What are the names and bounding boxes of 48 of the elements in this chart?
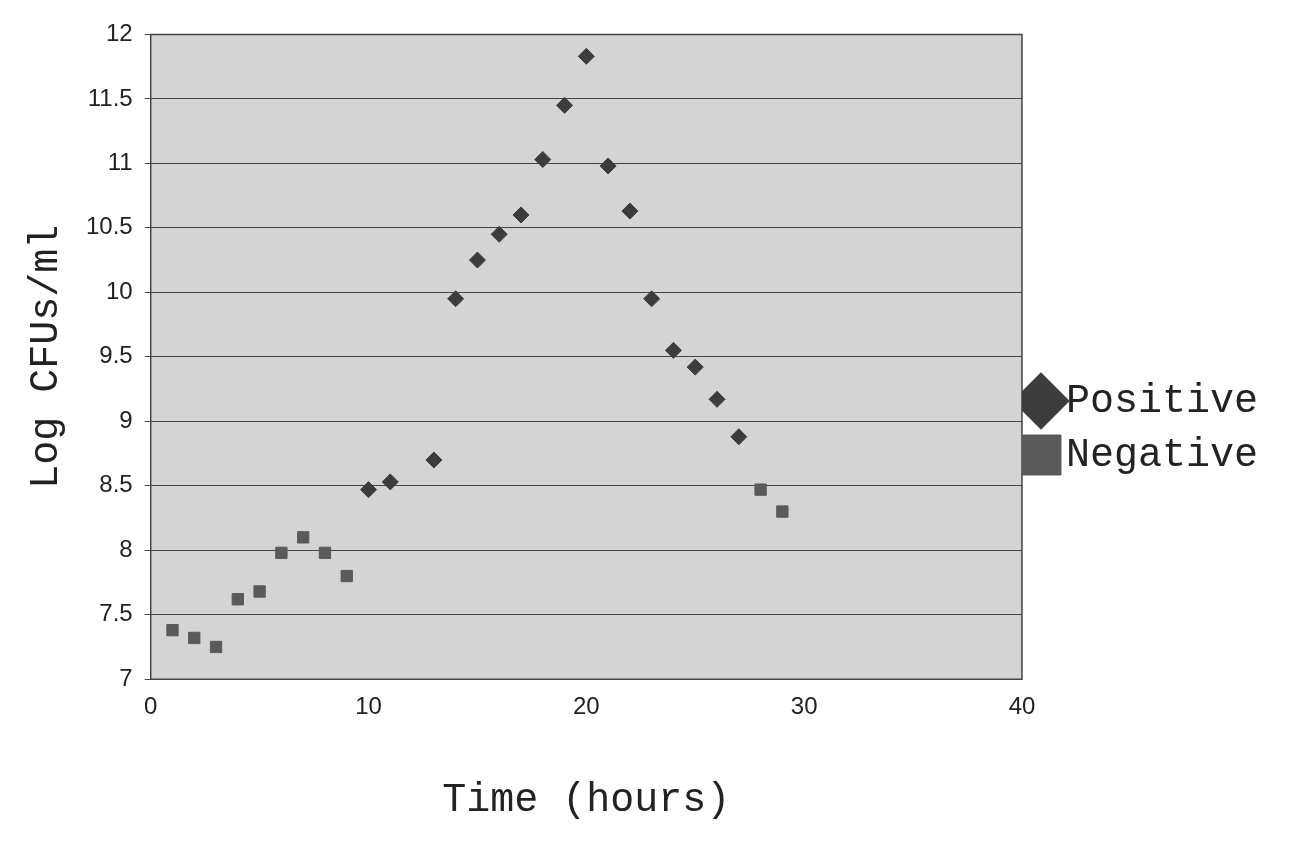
y-tick-label: 10.5: [85, 212, 133, 240]
y-tick-label: 10: [106, 276, 133, 304]
point: [209, 640, 223, 654]
point: [188, 631, 201, 645]
y-tick-label: 8.5: [99, 470, 133, 498]
point: [166, 624, 179, 637]
point: [425, 451, 443, 469]
legend-label: Negative: [1065, 432, 1258, 478]
y-tick-label: 7: [119, 663, 133, 691]
y-tick-label: 11: [107, 147, 133, 175]
point: [621, 202, 639, 220]
x-tick-label: 40: [1008, 692, 1036, 720]
point: [534, 150, 552, 168]
point: [360, 481, 378, 499]
point: [686, 358, 704, 376]
point: [381, 473, 399, 491]
y-tick-label: 11.5: [87, 83, 133, 111]
point: [643, 290, 661, 308]
point: [490, 225, 508, 243]
point: [253, 585, 266, 598]
x-tick-label: 10: [355, 692, 382, 720]
point: [730, 428, 748, 446]
y-tick-label: 12: [106, 19, 133, 47]
y-tick-label: 7.5: [99, 599, 133, 627]
point: [776, 505, 789, 518]
point: [447, 290, 465, 308]
x-axis-title: Time (hours): [442, 777, 731, 823]
x-tick-label: 20: [572, 692, 600, 720]
x-tick-label: 0: [144, 692, 158, 720]
point: [754, 483, 767, 496]
point: [340, 569, 353, 583]
point: [577, 47, 595, 65]
y-tick-label: 8: [119, 534, 133, 562]
point: [599, 157, 617, 175]
x-tick-label: 30: [790, 692, 818, 720]
point: [556, 96, 574, 114]
y-tick-label: 9: [119, 405, 133, 433]
point: [468, 251, 486, 269]
point: [512, 206, 530, 224]
point: [318, 546, 332, 559]
point: [275, 546, 288, 559]
point: [231, 593, 244, 606]
point: [708, 390, 726, 408]
legend-label: Positive: [1065, 378, 1258, 424]
y-axis-title: Log CFUs/ml: [23, 224, 69, 489]
point: [297, 531, 310, 544]
y-tick-label: 9.5: [99, 341, 133, 369]
point: [664, 341, 682, 359]
